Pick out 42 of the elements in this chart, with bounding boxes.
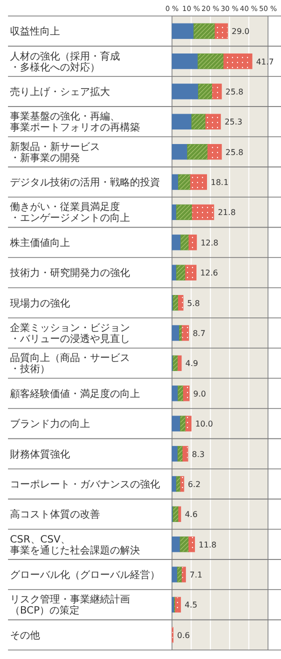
total-label: 29.0: [232, 27, 250, 36]
y-tick-label: ブランド力の向上: [10, 418, 90, 430]
y-tick-label: 技術力・研究開発力の強化: [9, 267, 130, 280]
y-tick-label: コーポレート・ガバナンスの強化: [10, 478, 160, 490]
total-label: 4.9: [185, 359, 198, 368]
y-tick-label: CSR、CSV、事業を通じた社会課題の解決: [10, 534, 140, 556]
total-label: 9.0: [193, 389, 206, 398]
y-tick-label: 新製品・新サービス・新事業の開発: [10, 140, 100, 164]
total-label: 12.8: [200, 238, 218, 248]
total-label: 11.8: [198, 540, 216, 550]
total-label: 8.7: [192, 329, 206, 338]
total-label: 41.7: [256, 57, 274, 66]
total-label: 25.8: [226, 87, 244, 96]
total-label: 21.8: [218, 208, 236, 218]
total-label: 25.8: [226, 148, 244, 157]
total-label: 12.6: [200, 268, 218, 278]
total-label: 5.8: [187, 298, 200, 308]
y-tick-label: 収益性向上: [10, 26, 60, 38]
total-label: 7.1: [190, 570, 202, 580]
y-tick-label: 人材の強化（採用・育成・多様化への対応）: [10, 50, 120, 74]
y-tick-label: グローバル化（グローバル経営）: [10, 569, 160, 582]
total-label: 18.1: [210, 178, 229, 188]
y-tick-label: その他: [10, 629, 40, 642]
total-label: 25.3: [224, 118, 242, 127]
total-label: 10.0: [195, 420, 214, 429]
total-label: 8.3: [192, 450, 205, 459]
y-tick-label: 品質向上（商品・サービス・技術）: [10, 352, 130, 376]
y-tick-label: 企業ミッション・ビジョン・バリューの浸透や見直し: [10, 322, 130, 345]
y-tick-label: デジタル技術の活用・戦略的投資: [10, 176, 160, 189]
y-tick-label: 事業基盤の強化・再編、事業ポートフォリオの再構築: [10, 110, 140, 134]
total-label: 4.5: [184, 600, 198, 610]
y-tick-label: 株主価値向上: [9, 236, 70, 249]
y-tick-label: 財務体質強化: [10, 448, 70, 460]
total-label: 0.6: [177, 630, 190, 640]
y-tick-label: 現場力の強化: [10, 297, 70, 310]
y-tick-label: 働きがい・従業員満足度・エンゲージメントの向上: [10, 201, 130, 224]
y-tick-label: 高コスト体質の改善: [10, 508, 100, 521]
total-label: 6.2: [188, 480, 201, 489]
total-label: 4.6: [184, 510, 198, 520]
y-tick-label: 顧客経験価値・満足度の向上: [10, 388, 140, 400]
y-tick-label: リスク管理・事業継続計画（BCP）の策定: [10, 594, 130, 617]
y-tick-label: 売り上げ・シェア拡大: [10, 86, 110, 98]
